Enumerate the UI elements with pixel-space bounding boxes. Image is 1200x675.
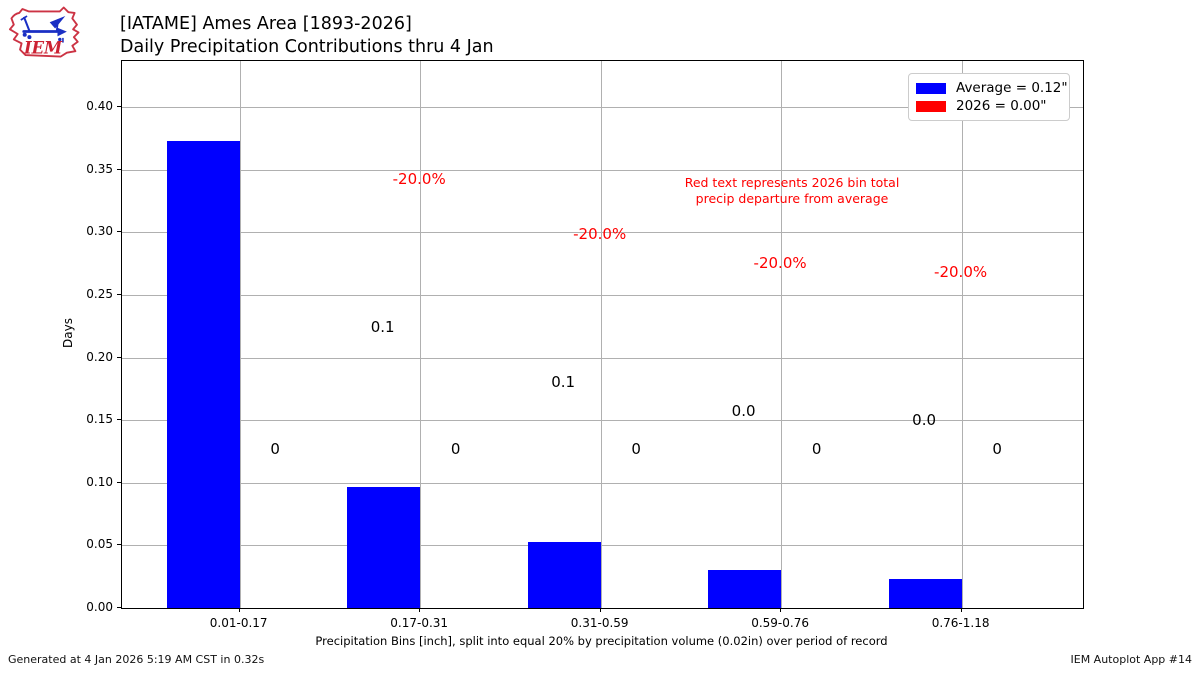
annotation-note: Red text represents 2026 bin total preci… (685, 175, 900, 206)
legend-label: Average = 0.12" (956, 80, 1068, 96)
x-axis-label: Precipitation Bins [inch], split into eq… (315, 634, 888, 648)
ytick-mark (117, 168, 121, 170)
year-value-label: 0 (631, 439, 641, 458)
iem-logo: IEM (8, 6, 80, 58)
xtick-mark (960, 608, 962, 612)
average-value-label: 0.1 (551, 373, 576, 392)
year-value-label: 0 (811, 439, 822, 458)
h-gridline (122, 545, 1083, 547)
iem-logo-text: IEM (23, 39, 63, 58)
ytick-mark (117, 356, 121, 358)
average-bar (347, 486, 421, 608)
h-gridline (122, 420, 1083, 422)
xtick-label: 0.31-0.59 (570, 616, 629, 630)
v-gridline (420, 61, 422, 608)
xtick-label: 0.76-1.18 (931, 616, 990, 630)
departure-label: -20.0% (392, 170, 446, 188)
ytick-mark (117, 481, 121, 483)
ytick-mark (117, 231, 121, 233)
average-bar (708, 570, 782, 608)
h-gridline (122, 294, 1083, 296)
legend-swatch (916, 82, 946, 94)
v-gridline (600, 61, 602, 608)
average-value-label: 0.0 (731, 402, 756, 421)
h-gridline (122, 232, 1083, 234)
departure-label: -20.0% (573, 225, 627, 244)
ytick-label: 0.25 (86, 286, 113, 301)
average-value-label: 0.1 (370, 318, 395, 337)
year-value-label: 0 (992, 439, 1002, 458)
departure-label: -20.0% (934, 262, 988, 281)
xtick-label: 0.01-0.17 (209, 616, 268, 630)
plot-area (121, 60, 1084, 609)
annotation-note-line1: Red text represents 2026 bin total (684, 175, 900, 190)
legend-swatch (916, 100, 946, 112)
average-bar (527, 541, 601, 608)
year-value-label: 0 (270, 439, 280, 458)
ytick-label: 0.30 (86, 224, 113, 239)
legend-row: 2026 = 0.00" (916, 99, 1069, 113)
chart-title-line2: Daily Precipitation Contributions thru 4… (120, 37, 494, 57)
legend: Average = 0.12" 2026 = 0.00" (908, 73, 1070, 121)
ytick-label: 0.10 (86, 474, 113, 489)
average-value-label: 0.0 (912, 410, 937, 429)
h-gridline (122, 357, 1083, 359)
footer-app-id: IEM Autoplot App #14 (1070, 653, 1193, 666)
ytick-mark (117, 106, 121, 108)
xtick-mark (238, 608, 240, 612)
ytick-mark (117, 293, 121, 295)
ytick-label: 0.35 (86, 161, 113, 176)
v-gridline (961, 61, 963, 608)
xtick-mark (419, 608, 421, 612)
footer-generated-at: Generated at 4 Jan 2026 5:19 AM CST in 0… (8, 653, 265, 666)
ytick-label: 0.05 (86, 537, 113, 552)
legend-row: Average = 0.12" (916, 81, 1069, 95)
xtick-mark (599, 608, 601, 612)
ytick-mark (117, 607, 121, 608)
ytick-label: 0.40 (86, 99, 113, 114)
ytick-label: 0.00 (86, 600, 113, 614)
xtick-mark (780, 608, 782, 612)
ytick-label: 0.15 (86, 412, 113, 427)
v-gridline (781, 61, 783, 608)
year-value-label: 0 (450, 439, 461, 458)
xtick-label: 0.17-0.31 (390, 616, 449, 630)
legend-label: 2026 = 0.00" (956, 98, 1047, 114)
ytick-mark (117, 544, 121, 546)
h-gridline (122, 107, 1083, 109)
y-axis-label: Days (61, 318, 75, 348)
annotation-note-line2: precip departure from average (695, 190, 889, 206)
h-gridline (122, 482, 1083, 484)
departure-label: -20.0% (753, 253, 807, 272)
weather-vane-icon (20, 15, 67, 43)
h-gridline (122, 169, 1083, 171)
average-bar (888, 579, 962, 608)
xtick-label: 0.59-0.76 (751, 616, 809, 630)
average-bar (166, 140, 240, 608)
ytick-label: 0.20 (86, 349, 113, 364)
ytick-mark (117, 419, 121, 421)
chart-title-line1: [IATAME] Ames Area [1893-2026] (120, 14, 412, 34)
v-gridline (239, 61, 241, 608)
